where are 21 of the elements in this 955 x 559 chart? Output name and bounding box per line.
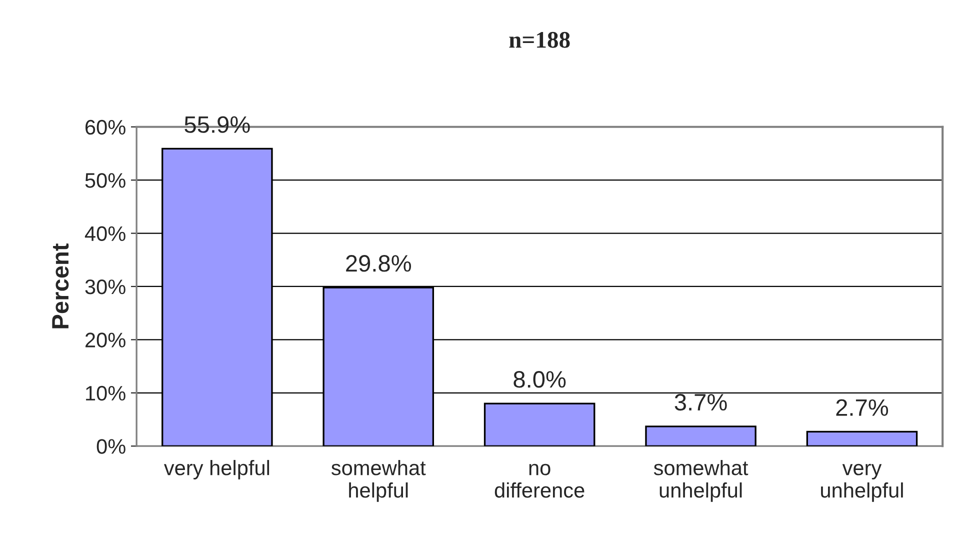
- x-tick-label: no difference: [494, 464, 584, 498]
- y-tick-label: 10%: [86, 386, 126, 401]
- data-label: 3.7%: [674, 394, 727, 411]
- bar: [484, 402, 596, 446]
- x-tick-label: somewhat helpful: [331, 460, 426, 502]
- y-tick-label: 20%: [86, 332, 126, 348]
- bar: [806, 430, 918, 446]
- bar: [645, 426, 756, 446]
- x-tick-label: very unhelpful: [821, 464, 903, 502]
- chart-title: n=188: [509, 32, 570, 48]
- data-label: 2.7%: [836, 399, 888, 416]
- y-tick-label: 60%: [86, 120, 126, 135]
- y-axis-title: Percent: [52, 243, 69, 328]
- y-tick-label: 40%: [84, 226, 126, 242]
- x-tick-label: somewhat unhelpful: [654, 460, 748, 502]
- data-label: 8.0%: [514, 371, 566, 388]
- data-label: 29.8%: [346, 255, 412, 272]
- y-tick-label: 0%: [96, 439, 126, 454]
- y-tick-label: 30%: [85, 279, 126, 294]
- x-tick-label: very helpful: [164, 460, 270, 480]
- y-tick-label: 50%: [85, 173, 126, 188]
